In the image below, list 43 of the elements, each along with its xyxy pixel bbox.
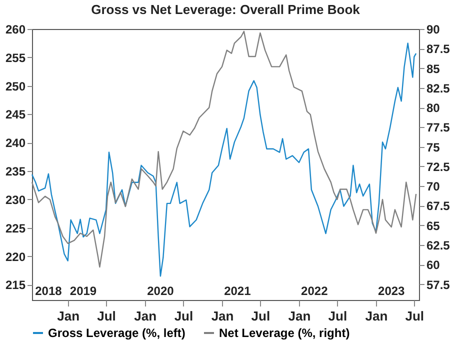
y2-tick-label: 70 <box>426 180 440 194</box>
y2-tick-label: 90 <box>426 22 440 36</box>
y2-tick-label: 82.5 <box>426 81 450 96</box>
y-tick-label: 250 <box>5 79 26 94</box>
x2-tick-label: 2018 <box>35 284 62 298</box>
y2-tick-label: 60 <box>426 258 440 272</box>
y2-tick-label: 87.5 <box>426 42 450 56</box>
y2-tick-label: 75 <box>426 140 440 154</box>
y2-tick-label: 77.5 <box>426 120 450 135</box>
x2-tick-label: 2023 <box>378 284 406 298</box>
y-tick-label: 230 <box>5 192 26 207</box>
y-tick-label: 245 <box>5 108 26 122</box>
x-tick-label: Jan <box>134 308 157 324</box>
y2-tick-label: 57.5 <box>426 278 450 292</box>
x-tick-label: Jul <box>174 308 194 324</box>
y2-tick-label: 80 <box>426 101 440 116</box>
y-tick-label: 215 <box>5 278 26 292</box>
y-tick-label: 240 <box>5 136 26 150</box>
y-tick-label: 225 <box>5 221 26 236</box>
chart-title: Gross vs Net Leverage: Overall Prime Book <box>91 2 361 17</box>
legend-label: Net Leverage (%, right) <box>219 326 350 340</box>
x-tick-label: Jan <box>365 308 388 324</box>
x2-tick-label: 2021 <box>224 284 252 298</box>
x-tick-label: Jul <box>251 308 270 324</box>
x-tick-label: Jul <box>405 308 424 324</box>
y2-tick-label: 72.5 <box>426 160 450 174</box>
y-tick-label: 220 <box>5 250 26 264</box>
x2-tick-label: 2020 <box>147 284 174 298</box>
y-tick-label: 235 <box>5 164 26 179</box>
x2-tick-label: 2019 <box>70 284 97 298</box>
y2-tick-label: 62.5 <box>426 238 450 253</box>
x-tick-label: Jan <box>288 308 311 324</box>
y2-tick-label: 65 <box>426 218 440 233</box>
legend-label: Gross Leverage (%, left) <box>48 326 186 340</box>
y-tick-label: 255 <box>5 50 26 65</box>
y-tick-label: 260 <box>5 22 26 36</box>
y2-tick-label: 67.5 <box>426 199 450 214</box>
x-tick-label: Jul <box>328 308 348 324</box>
x-tick-label: Jan <box>57 308 80 324</box>
x-tick-label: Jan <box>211 308 234 324</box>
y2-tick-label: 85 <box>426 62 440 76</box>
x2-tick-label: 2022 <box>301 284 328 298</box>
x-tick-label: Jul <box>97 308 116 324</box>
